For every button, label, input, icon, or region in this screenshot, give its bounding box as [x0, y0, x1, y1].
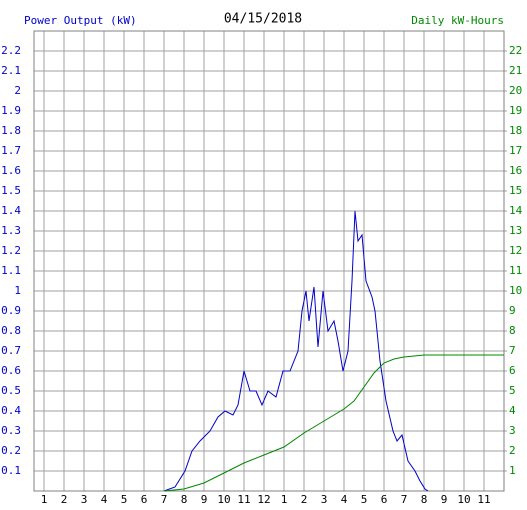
- y-tick-label: 1: [14, 284, 21, 297]
- y2-tick-label: 12: [509, 244, 522, 257]
- x-tick-label: 1: [281, 493, 288, 506]
- y2-tick-label: 6: [509, 364, 516, 377]
- y-tick-label: 1.7: [1, 144, 21, 157]
- chart-title: 04/15/2018: [224, 12, 302, 27]
- y-tick-label: 1.1: [1, 264, 21, 277]
- y2-axis-title: Daily kW-Hours: [411, 14, 504, 27]
- y-tick-label: 2: [14, 84, 21, 97]
- x-tick-label: 10: [217, 493, 230, 506]
- x-tick-label: 11: [477, 493, 490, 506]
- y-tick-label: 2.1: [1, 64, 21, 77]
- x-tick-label: 11: [237, 493, 250, 506]
- x-tick-label: 12: [257, 493, 270, 506]
- x-tick-label: 5: [361, 493, 368, 506]
- y-tick-label: 1.5: [1, 184, 21, 197]
- y-tick-label: 1.2: [1, 244, 21, 257]
- y2-tick-label: 15: [509, 184, 522, 197]
- x-tick-label: 10: [457, 493, 470, 506]
- y-tick-label: 0.9: [1, 304, 21, 317]
- y-tick-label: 0.5: [1, 384, 21, 397]
- data-line: [163, 354, 504, 492]
- y-tick-label: 0.6: [1, 364, 21, 377]
- x-tick-label: 8: [421, 493, 428, 506]
- y2-tick-label: 2: [509, 444, 516, 457]
- y2-tick-label: 11: [509, 264, 522, 277]
- x-tick-label: 4: [101, 493, 108, 506]
- y-tick-label: 1.3: [1, 224, 21, 237]
- x-tick-label: 9: [441, 493, 448, 506]
- y2-tick-label: 5: [509, 384, 516, 397]
- plot-frame: [33, 30, 505, 492]
- y2-tick-label: 10: [509, 284, 522, 297]
- y-tick-label: 1.6: [1, 164, 21, 177]
- y2-tick-label: 3: [509, 424, 516, 437]
- y-tick-label: 1.9: [1, 104, 21, 117]
- x-tick-label: 2: [61, 493, 68, 506]
- y2-tick-label: 4: [509, 404, 516, 417]
- y2-tick-label: 14: [509, 204, 523, 217]
- y-tick-label: 2.2: [1, 44, 21, 57]
- y-axis-title: Power Output (kW): [24, 14, 137, 27]
- y2-tick-label: 22: [509, 44, 522, 57]
- y-tick-label: 0.8: [1, 324, 21, 337]
- y-tick-label: 1.4: [1, 204, 21, 217]
- y2-tick-label: 20: [509, 84, 522, 97]
- y2-tick-label: 8: [509, 324, 516, 337]
- x-tick-label: 5: [121, 493, 128, 506]
- y2-tick-label: 19: [509, 104, 522, 117]
- x-tick-label: 3: [81, 493, 88, 506]
- y-tick-label: 1.8: [1, 124, 21, 137]
- y2-tick-label: 13: [509, 224, 522, 237]
- y2-tick-label: 1: [509, 464, 516, 477]
- y-tick-label: 0.1: [1, 464, 21, 477]
- x-tick-label: 6: [141, 493, 148, 506]
- y-tick-label: 0.2: [1, 444, 21, 457]
- x-tick-label: 7: [401, 493, 408, 506]
- x-tick-label: 9: [201, 493, 208, 506]
- y-tick-label: 0.3: [1, 424, 21, 437]
- y2-tick-label: 16: [509, 164, 522, 177]
- y-tick-label: 0.4: [1, 404, 21, 417]
- y2-tick-label: 9: [509, 304, 516, 317]
- y2-tick-label: 21: [509, 64, 522, 77]
- y2-tick-label: 17: [509, 144, 522, 157]
- y2-tick-label: 18: [509, 124, 522, 137]
- x-tick-label: 1: [41, 493, 48, 506]
- y-tick-label: 0.7: [1, 344, 21, 357]
- x-tick-label: 3: [321, 493, 328, 506]
- x-tick-label: 2: [301, 493, 308, 506]
- x-tick-label: 7: [161, 493, 168, 506]
- data-line: [163, 210, 429, 492]
- x-tick-label: 6: [381, 493, 388, 506]
- x-tick-label: 4: [341, 493, 348, 506]
- x-tick-label: 8: [181, 493, 188, 506]
- y2-tick-label: 7: [509, 344, 516, 357]
